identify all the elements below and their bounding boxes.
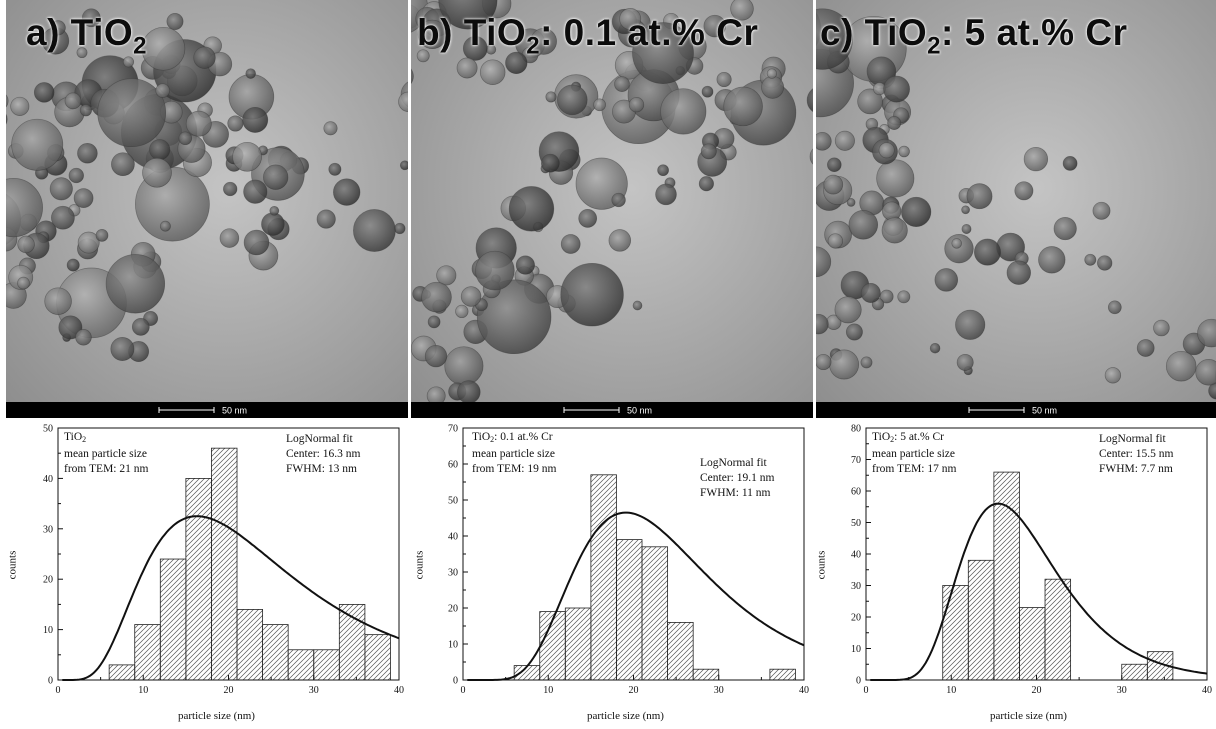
histogram-plot: 0 10 20 30 40 0 10 20 30 40 50 60 70 xyxy=(448,424,809,697)
x-tick-label: 0 xyxy=(864,685,869,696)
tem-image-01-cr: 50 nm b) TiO2: 0.1 at.% Cr xyxy=(411,0,813,418)
histogram-bar xyxy=(1044,578,1072,681)
histogram-bar xyxy=(967,559,995,681)
histogram-bar xyxy=(1019,607,1046,681)
sample-annotation: TiO2 mean particle size from TEM: 21 nm xyxy=(64,431,149,475)
sample-annotation: TiO2: 5 at.% Cr mean particle size from … xyxy=(872,431,957,475)
x-tick-label: 10 xyxy=(543,685,553,696)
y-tick-label: 0 xyxy=(453,676,458,687)
x-axis-label: particle size (nm) xyxy=(990,710,1067,722)
y-tick-label: 50 xyxy=(448,496,458,507)
y-tick-label: 50 xyxy=(851,518,861,529)
fit-annotation: LogNormal fit Center: 16.3 nm FWHM: 13 n… xyxy=(286,433,361,475)
scale-bar-label: 50 nm xyxy=(222,406,247,416)
fit-annotation: LogNormal fit Center: 19.1 nm FWHM: 11 n… xyxy=(700,457,775,499)
histogram-bar xyxy=(616,539,643,681)
histogram-bar xyxy=(692,668,720,681)
panel-label-a: a) TiO2 xyxy=(26,12,148,60)
histogram-bar xyxy=(942,585,969,681)
y-tick-label: 20 xyxy=(43,575,53,586)
y-tick-label: 20 xyxy=(448,604,458,615)
histogram-bar xyxy=(590,474,617,681)
fit-annotation: LogNormal fit Center: 15.5 nm FWHM: 7.7 … xyxy=(1099,433,1174,475)
y-tick-label: 20 xyxy=(851,613,861,624)
x-tick-label: 0 xyxy=(461,685,466,696)
histogram-bar xyxy=(262,624,289,681)
histogram-bar xyxy=(313,649,340,681)
x-tick-label: 20 xyxy=(224,685,234,696)
tem-micrograph: 50 nm xyxy=(6,0,408,418)
tem-image-5-cr: 50 nm c) TiO2: 5 at.% Cr xyxy=(816,0,1216,418)
histogram-bar xyxy=(338,603,366,681)
x-tick-label: 10 xyxy=(946,685,956,696)
x-tick-label: 30 xyxy=(309,685,319,696)
histogram-bar xyxy=(236,609,264,681)
tem-micrograph: 50 nm xyxy=(816,0,1216,418)
y-tick-label: 0 xyxy=(48,676,53,687)
x-axis-label: particle size (nm) xyxy=(178,710,255,722)
histogram-plot: 0 10 20 30 40 0 10 20 30 40 50 xyxy=(43,424,404,697)
lognormal-fit-curve xyxy=(62,515,400,681)
x-tick-label: 30 xyxy=(714,685,724,696)
y-tick-label: 40 xyxy=(43,474,53,485)
y-tick-label: 10 xyxy=(43,625,53,636)
histogram-bar xyxy=(159,558,187,681)
histogram-bar xyxy=(287,649,315,681)
histogram-bar xyxy=(667,621,694,681)
histogram-bar xyxy=(641,546,669,681)
y-tick-label: 80 xyxy=(851,424,861,435)
y-tick-label: 10 xyxy=(851,644,861,655)
y-tick-label: 70 xyxy=(448,424,458,435)
lognormal-fit-curve xyxy=(870,502,1208,681)
histogram-bar xyxy=(564,607,592,681)
y-tick-label: 30 xyxy=(851,581,861,592)
y-axis-label: counts xyxy=(6,550,19,580)
particles xyxy=(6,8,408,362)
x-tick-label: 40 xyxy=(394,685,404,696)
y-tick-label: 50 xyxy=(43,424,53,435)
x-tick-label: 40 xyxy=(1202,685,1212,696)
x-tick-label: 0 xyxy=(56,685,61,696)
y-axis-label: counts xyxy=(413,550,426,580)
histogram-bar xyxy=(1121,663,1148,681)
histogram-5-cr: 0 10 20 30 40 0 10 20 30 40 50 60 70 80 TiO2: 5 at.% … xyxy=(808,418,1213,729)
lognormal-fit-curve xyxy=(467,511,805,681)
tem-micrograph: 50 nm xyxy=(411,0,813,418)
x-tick-label: 40 xyxy=(799,685,809,696)
y-tick-label: 0 xyxy=(856,676,861,687)
histogram-01-cr: 0 10 20 30 40 0 10 20 30 40 50 60 70 TiO2: 0.1 at.% … xyxy=(405,418,810,729)
histogram-bar xyxy=(364,634,391,681)
particles xyxy=(816,8,1216,400)
x-tick-label: 20 xyxy=(629,685,639,696)
y-tick-label: 70 xyxy=(851,455,861,466)
x-axis-label: particle size (nm) xyxy=(587,710,664,722)
panel-label-b: b) TiO2: 0.1 at.% Cr xyxy=(417,12,759,60)
x-tick-label: 30 xyxy=(1117,685,1127,696)
panel-label-c: c) TiO2: 5 at.% Cr xyxy=(820,12,1128,60)
sample-annotation: TiO2: 0.1 at.% Cr mean particle size fro… xyxy=(472,431,557,475)
scale-bar-label: 50 nm xyxy=(1032,406,1057,416)
y-tick-label: 40 xyxy=(851,550,861,561)
histogram-bar xyxy=(108,664,136,681)
tem-image-pure-tio2: 50 nm a) TiO2 xyxy=(6,0,408,418)
y-tick-label: 30 xyxy=(43,524,53,535)
y-axis-label: counts xyxy=(815,550,828,580)
histogram-bar xyxy=(769,668,796,681)
y-tick-label: 40 xyxy=(448,532,458,543)
histogram-bar xyxy=(211,447,238,681)
x-tick-label: 10 xyxy=(138,685,148,696)
y-tick-label: 30 xyxy=(448,568,458,579)
scale-bar-label: 50 nm xyxy=(627,406,652,416)
histogram-pure-tio2: 0 10 20 30 40 0 10 20 30 40 50 TiO2 mean particle … xyxy=(0,418,405,729)
x-tick-label: 20 xyxy=(1032,685,1042,696)
y-tick-label: 60 xyxy=(851,487,861,498)
particles xyxy=(411,0,813,406)
histogram-bar xyxy=(134,624,161,681)
y-tick-label: 60 xyxy=(448,460,458,471)
histogram-bar xyxy=(185,478,212,681)
histogram-plot: 0 10 20 30 40 0 10 20 30 40 50 60 70 80 xyxy=(851,424,1212,697)
y-tick-label: 10 xyxy=(448,640,458,651)
